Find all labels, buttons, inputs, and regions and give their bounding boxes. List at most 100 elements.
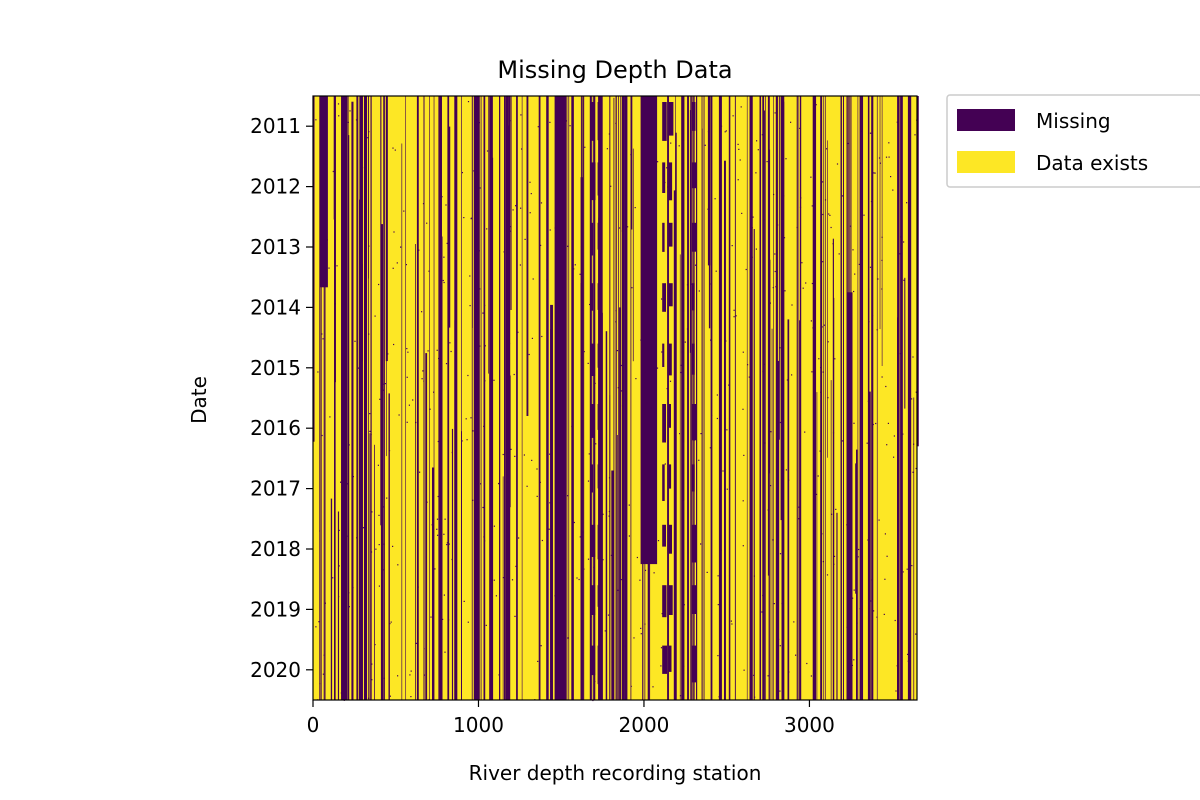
missing-stripe xyxy=(348,135,350,701)
missing-speck xyxy=(573,268,575,270)
missing-speck xyxy=(743,454,745,456)
missing-speck xyxy=(379,398,381,400)
missing-speck xyxy=(610,554,613,556)
missing-speck xyxy=(730,620,732,622)
missing-speck xyxy=(484,304,486,307)
missing-stripe xyxy=(476,96,479,700)
missing-speck xyxy=(406,376,408,378)
missing-speck xyxy=(377,464,379,466)
seasonal-gap xyxy=(691,524,697,563)
missing-stripe xyxy=(751,96,753,700)
missing-speck xyxy=(640,633,642,635)
missing-speck xyxy=(541,539,543,542)
seasonal-gap xyxy=(591,343,596,376)
missing-speck xyxy=(633,637,635,639)
missing-speck xyxy=(557,198,559,200)
missing-speck xyxy=(321,434,323,437)
missing-stripe xyxy=(718,96,721,700)
missing-speck xyxy=(507,474,509,476)
missing-stripe xyxy=(724,160,726,700)
missing-speck xyxy=(502,577,504,579)
missing-stripe xyxy=(401,143,403,700)
missing-speck xyxy=(508,139,510,141)
missing-speck xyxy=(636,556,638,559)
missing-speck xyxy=(831,513,833,515)
missing-speck xyxy=(841,440,844,442)
x-tick-label: 0 xyxy=(307,713,320,737)
y-tick-label: 2014 xyxy=(250,295,301,319)
missing-speck xyxy=(338,529,340,531)
missing-speck xyxy=(710,339,712,341)
missing-speck xyxy=(631,287,633,289)
missing-speck xyxy=(820,367,822,369)
missing-stripe xyxy=(871,96,873,700)
missing-speck xyxy=(883,613,885,615)
missing-speck xyxy=(833,563,835,565)
missing-speck xyxy=(798,518,800,520)
missing-speck xyxy=(779,690,781,692)
missing-speck xyxy=(877,278,879,280)
seasonal-gap xyxy=(591,404,595,438)
missing-speck xyxy=(560,534,562,536)
missing-speck xyxy=(911,398,913,400)
missing-stripe xyxy=(319,96,321,700)
missing-stripe xyxy=(429,96,430,700)
seasonal-gap xyxy=(668,404,671,428)
missing-stripe xyxy=(797,96,799,700)
missing-speck xyxy=(618,227,621,229)
y-tick-label: 2018 xyxy=(250,537,301,561)
missing-region xyxy=(319,96,328,288)
missing-speck xyxy=(859,648,861,650)
x-axis-label: River depth recording station xyxy=(469,761,762,785)
missing-speck xyxy=(546,676,549,678)
missing-speck xyxy=(476,558,478,560)
missing-speck xyxy=(739,159,741,161)
missing-speck xyxy=(635,378,637,380)
missing-speck xyxy=(855,551,857,553)
missing-speck xyxy=(515,205,517,207)
missing-speck xyxy=(347,121,349,123)
missing-speck xyxy=(822,213,824,216)
missing-speck xyxy=(774,270,776,273)
missing-speck xyxy=(861,317,863,320)
missing-speck xyxy=(590,616,592,618)
missing-speck xyxy=(743,669,745,671)
missing-speck xyxy=(608,515,610,517)
y-tick-label: 2011 xyxy=(250,114,301,138)
missing-speck xyxy=(836,163,839,165)
missing-speck xyxy=(539,649,541,651)
missing-speck xyxy=(529,181,531,183)
missing-stripe xyxy=(611,470,614,700)
missing-stripe xyxy=(473,96,476,700)
missing-speck xyxy=(896,665,898,667)
missing-speck xyxy=(583,351,585,353)
missing-speck xyxy=(791,304,793,306)
missing-speck xyxy=(479,187,481,189)
missing-stripe xyxy=(351,101,354,700)
missing-speck xyxy=(448,619,450,621)
missing-stripe xyxy=(832,238,834,700)
missing-speck xyxy=(438,357,440,360)
missing-stripe xyxy=(361,96,363,700)
missing-speck xyxy=(717,604,719,606)
missing-speck xyxy=(583,568,585,570)
missing-stripe xyxy=(692,96,694,700)
missing-speck xyxy=(491,412,493,414)
missing-speck xyxy=(321,333,323,335)
missing-speck xyxy=(785,469,787,471)
seasonal-gap xyxy=(662,162,666,193)
missing-speck xyxy=(436,528,438,530)
missing-speck xyxy=(656,367,659,369)
legend-swatch-exists xyxy=(957,151,1015,173)
missing-speck xyxy=(562,286,565,288)
missing-stripe xyxy=(773,96,774,700)
seasonal-gap xyxy=(662,283,666,312)
missing-speck xyxy=(587,480,590,482)
missing-region xyxy=(341,96,347,700)
missing-speck xyxy=(472,430,474,432)
missing-stripe xyxy=(593,96,595,700)
missing-speck xyxy=(914,134,916,136)
missing-speck xyxy=(802,287,804,289)
missing-speck xyxy=(704,144,706,146)
missing-speck xyxy=(368,131,370,133)
